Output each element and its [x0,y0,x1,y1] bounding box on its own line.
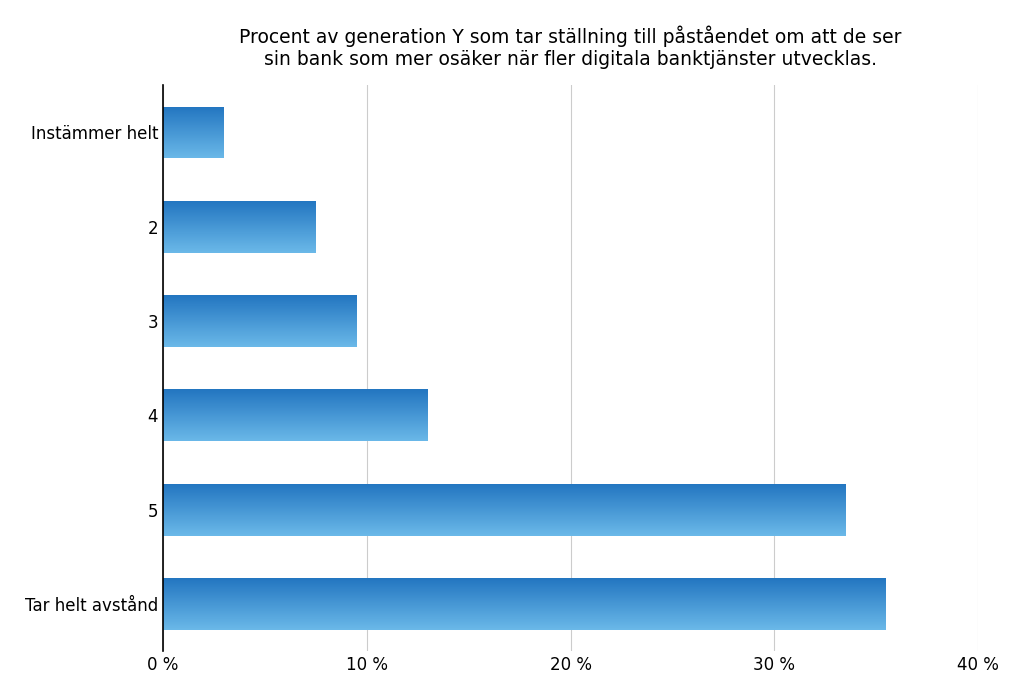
Title: Procent av generation Y som tar ställning till påståendet om att de ser
sin bank: Procent av generation Y som tar ställnin… [240,25,902,69]
